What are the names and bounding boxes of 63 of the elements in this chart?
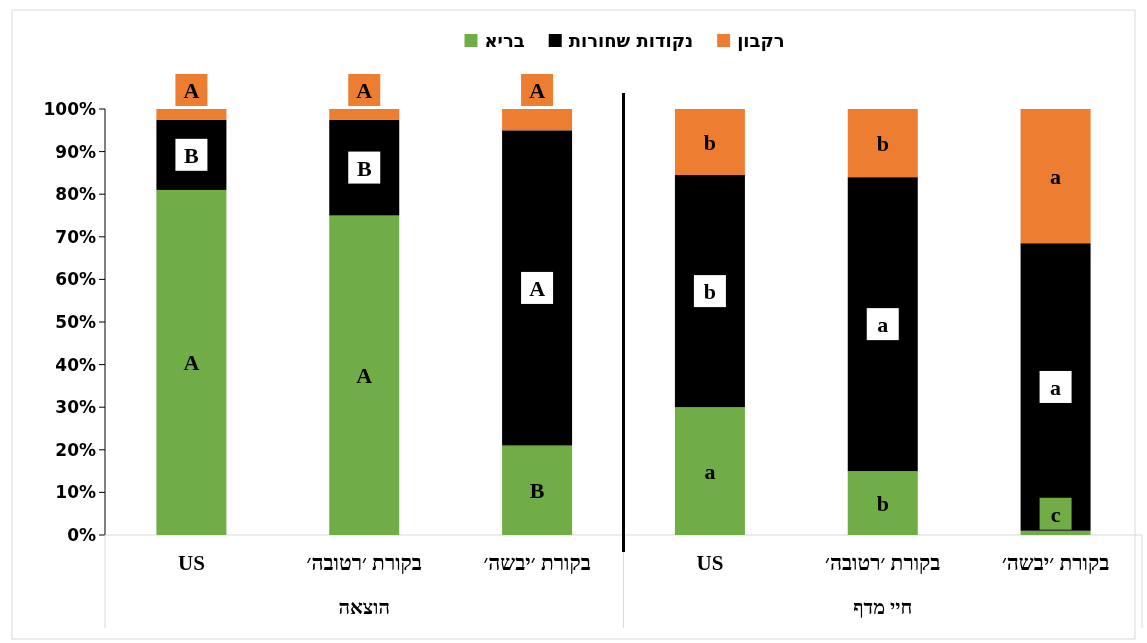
bar xyxy=(156,109,227,120)
y-tick-label: 80% xyxy=(55,184,96,205)
data-label: A xyxy=(529,78,546,103)
data-label: a xyxy=(866,308,899,341)
text: חיי מדף xyxy=(853,596,913,618)
bar xyxy=(674,407,745,535)
data-label: B xyxy=(348,151,381,184)
bar xyxy=(502,445,573,535)
y-tick-label: 60% xyxy=(55,269,96,290)
data-label: A xyxy=(521,271,554,304)
x-tick-label: בקורת ׳רטובה׳ xyxy=(306,551,422,575)
x-tick-label: בקורת ׳יבשה׳ xyxy=(483,551,591,575)
data-label: a xyxy=(704,459,716,485)
data-label: b xyxy=(876,131,889,157)
bar xyxy=(847,109,918,178)
legend-label: בריא xyxy=(484,30,525,51)
y-tick-label: 20% xyxy=(55,439,96,460)
data-label: c xyxy=(1050,501,1061,527)
data-label: A xyxy=(521,74,554,106)
x-tick-label: US xyxy=(696,551,724,575)
data-label: B xyxy=(356,155,372,181)
bar xyxy=(329,215,400,535)
data-label: A xyxy=(356,78,373,103)
data-label: A xyxy=(175,74,208,106)
legend-label: רקבון xyxy=(737,30,785,51)
bar xyxy=(847,471,918,535)
data-label: A xyxy=(356,363,373,389)
bar xyxy=(674,175,745,408)
bar xyxy=(847,177,918,472)
data-label: a xyxy=(1050,374,1062,400)
bar xyxy=(502,130,573,446)
text: הוצאה xyxy=(338,596,390,618)
bar xyxy=(1020,109,1091,244)
data-label: B xyxy=(184,142,200,168)
y-tick-label: 90% xyxy=(55,141,96,162)
data-label: B xyxy=(175,138,208,171)
data-label: a xyxy=(877,312,889,338)
bar xyxy=(156,189,227,535)
data-label: A xyxy=(183,350,200,376)
bar xyxy=(329,109,400,120)
legend-label: נקודות שחורות xyxy=(568,30,694,51)
y-tick-label: 0% xyxy=(67,525,96,545)
data-label: b xyxy=(703,279,717,305)
y-tick-label: 100% xyxy=(43,99,96,119)
data-label: b xyxy=(693,275,726,308)
y-tick-label: 50% xyxy=(55,312,96,332)
data-label: a xyxy=(1050,164,1062,190)
data-label: B xyxy=(529,478,545,504)
bar xyxy=(1020,243,1091,531)
data-label: A xyxy=(183,78,200,103)
x-tick-label: בקורת ׳רטובה׳ xyxy=(825,551,941,575)
y-tick-label: 70% xyxy=(55,226,96,247)
bar xyxy=(674,109,745,176)
bar xyxy=(502,109,573,131)
y-tick-label: 10% xyxy=(55,482,96,503)
y-tick-label: 30% xyxy=(55,397,96,418)
x-tick-label: בקורת ׳יבשה׳ xyxy=(1001,551,1110,575)
data-label: b xyxy=(703,130,717,155)
data-label: A xyxy=(348,74,381,106)
data-label: A xyxy=(529,275,546,301)
y-tick-label: 40% xyxy=(55,354,96,375)
data-label: b xyxy=(876,491,889,517)
x-tick-label: US xyxy=(177,551,205,575)
